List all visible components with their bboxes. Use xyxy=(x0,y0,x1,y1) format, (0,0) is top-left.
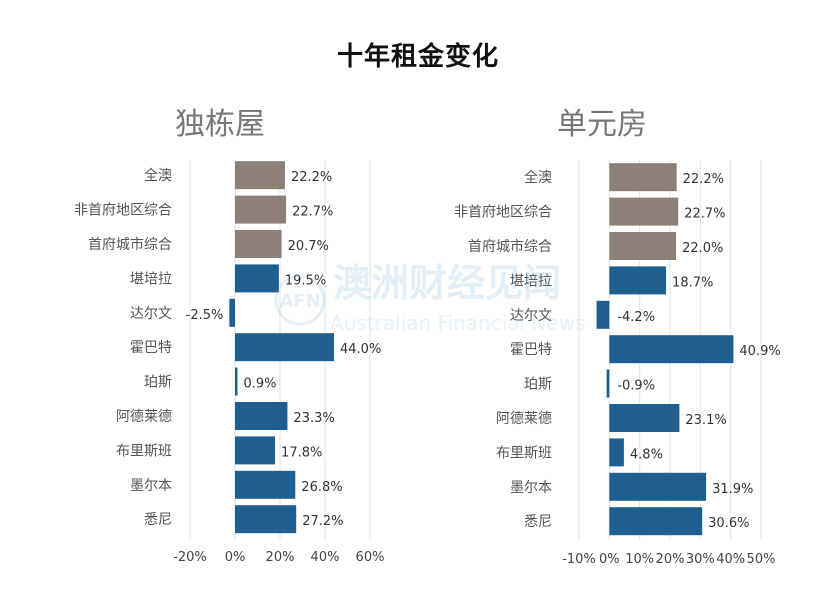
category-label: 非首府地区综合 xyxy=(74,203,172,219)
data-label: 31.9% xyxy=(712,482,753,497)
watermark-logo-circle xyxy=(274,274,326,326)
bar xyxy=(596,300,610,329)
x-tick-label: 40% xyxy=(311,550,340,565)
data-label: 20.7% xyxy=(288,239,329,254)
category-label: 珀斯 xyxy=(144,375,172,391)
data-label: 22.2% xyxy=(291,170,332,185)
data-label: 44.0% xyxy=(340,342,381,357)
house-panel: 独栋屋 -20% 0% 20% 40% 60% 全澳 22.2% 非首府地区综合 22.7% 首府城… xyxy=(74,107,384,565)
category-label: 珀斯 xyxy=(524,377,552,393)
data-label: -4.2% xyxy=(617,310,655,325)
watermark-logo-text: AFN xyxy=(279,291,320,312)
bar xyxy=(235,264,279,293)
data-label: 19.5% xyxy=(285,273,326,288)
category-label: 达尔文 xyxy=(510,308,552,324)
data-label: 22.7% xyxy=(292,205,333,220)
bar xyxy=(609,335,734,364)
data-label: 18.7% xyxy=(672,275,713,290)
category-label: 全澳 xyxy=(144,167,172,184)
bar xyxy=(609,507,703,536)
category-label: 悉尼 xyxy=(144,512,172,528)
x-tick-label: 40% xyxy=(716,552,745,567)
chart-main-title: 十年租金变化 xyxy=(336,42,499,72)
category-label: 首府城市综合 xyxy=(88,236,172,253)
x-tick-label: 60% xyxy=(356,550,385,565)
category-label: 非首府地区综合 xyxy=(454,205,552,221)
bar xyxy=(609,404,680,432)
bar xyxy=(609,438,624,467)
x-tick-label: 0% xyxy=(599,552,620,567)
x-tick-label: 20% xyxy=(266,550,295,565)
bar xyxy=(609,232,677,260)
data-label: 22.0% xyxy=(682,241,723,256)
data-label: 22.2% xyxy=(683,172,724,187)
category-label: 布里斯班 xyxy=(496,445,552,461)
data-label: 22.7% xyxy=(684,207,725,222)
bar xyxy=(609,197,679,226)
unit-panel: 单元房 -10% 0% 10% 20% 30% 40% 50% 全澳 22.2% 非首府地区综合 22… xyxy=(454,107,781,567)
bar xyxy=(235,367,238,396)
bar xyxy=(235,333,334,362)
watermark-chinese: 澳洲财经见闻 xyxy=(333,261,561,305)
category-label: 布里斯班 xyxy=(116,443,172,459)
category-label: 悉尼 xyxy=(524,514,552,530)
data-label: -2.5% xyxy=(186,308,224,323)
bar xyxy=(235,505,297,534)
category-label: 达尔文 xyxy=(130,306,172,322)
x-tick-label: -10% xyxy=(562,552,596,567)
category-label: 阿德莱德 xyxy=(116,409,172,425)
panel-title-0: 独栋屋 xyxy=(175,107,265,142)
bar xyxy=(235,402,288,430)
x-tick-label: 20% xyxy=(656,552,685,567)
x-tick-label: 30% xyxy=(686,552,715,567)
data-label: -0.9% xyxy=(617,379,655,394)
category-label: 墨尔本 xyxy=(510,480,552,496)
x-tick-label: 0% xyxy=(225,550,246,565)
bar xyxy=(606,369,610,398)
data-label: 4.8% xyxy=(630,447,663,462)
category-label: 霍巴特 xyxy=(130,340,172,356)
bar xyxy=(609,266,667,295)
category-label: 首府城市综合 xyxy=(468,238,552,255)
data-label: 26.8% xyxy=(301,480,342,495)
data-label: 0.9% xyxy=(244,377,277,392)
category-label: 堪培拉 xyxy=(510,273,552,289)
watermark: AFN 澳洲财经见闻 Australian Financial News xyxy=(274,261,585,335)
category-label: 霍巴特 xyxy=(510,342,552,358)
data-label: 40.9% xyxy=(739,344,780,359)
category-label: 墨尔本 xyxy=(130,478,172,494)
bar xyxy=(235,195,287,224)
data-label: 23.1% xyxy=(685,413,726,428)
bar xyxy=(235,470,296,499)
bar xyxy=(229,298,235,327)
category-label: 全澳 xyxy=(524,169,552,186)
bar xyxy=(609,163,677,192)
x-tick-label: -20% xyxy=(173,550,207,565)
watermark-english: Australian Financial News xyxy=(330,311,585,335)
data-label: 27.2% xyxy=(302,514,343,529)
bar xyxy=(235,436,276,465)
category-label: 堪培拉 xyxy=(130,271,172,287)
data-label: 23.3% xyxy=(293,411,334,426)
panel-title-1: 单元房 xyxy=(557,107,647,142)
bar xyxy=(235,230,282,258)
x-tick-label: 10% xyxy=(625,552,654,567)
bar xyxy=(609,472,707,501)
data-label: 17.8% xyxy=(281,445,322,460)
data-label: 30.6% xyxy=(708,516,749,531)
x-tick-label: 50% xyxy=(747,552,776,567)
category-label: 阿德莱德 xyxy=(496,411,552,427)
bar xyxy=(235,161,285,190)
